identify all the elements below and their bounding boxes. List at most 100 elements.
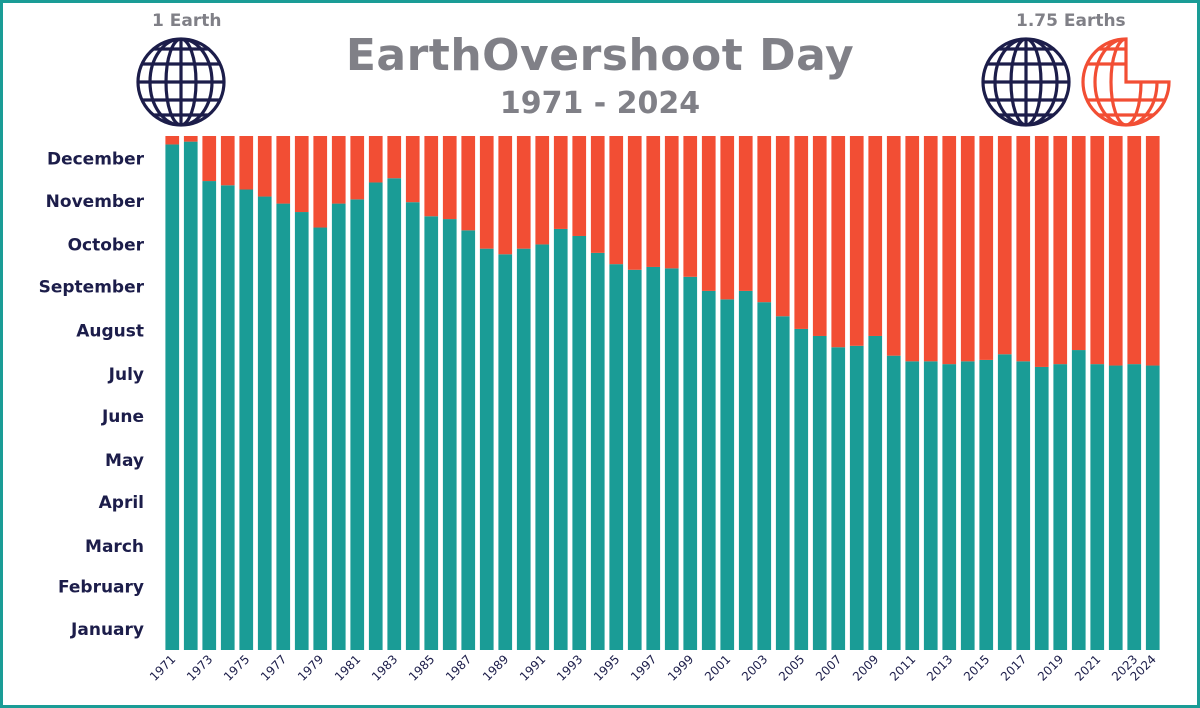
bar-days-in-overshoot-1999 — [683, 136, 698, 277]
bar-days-within-budget-1985 — [424, 216, 439, 650]
bar-days-in-overshoot-2015 — [979, 136, 994, 360]
month-label-november: November — [46, 192, 145, 212]
bar-days-within-budget-1986 — [442, 219, 457, 650]
bar-days-within-budget-2015 — [979, 359, 994, 650]
bar-days-in-overshoot-2000 — [701, 136, 716, 291]
bar-days-in-overshoot-2011 — [905, 136, 920, 362]
bar-days-within-budget-2007 — [831, 347, 846, 650]
bar-days-in-overshoot-1983 — [387, 136, 402, 179]
bar-days-in-overshoot-1997 — [646, 136, 661, 267]
month-label-july: July — [108, 365, 144, 385]
bar-days-within-budget-1991 — [535, 244, 550, 650]
year-label-1971: 1971 — [147, 652, 178, 683]
month-label-march: March — [85, 537, 144, 557]
bar-days-within-budget-1981 — [350, 199, 365, 650]
bar-days-in-overshoot-2022 — [1108, 136, 1123, 366]
bar-days-in-overshoot-1972 — [183, 136, 198, 142]
earths-caption: 1.75 Earths — [1016, 11, 1126, 31]
bar-days-within-budget-2017 — [1016, 361, 1031, 650]
year-label-1999: 1999 — [665, 652, 696, 683]
bar-days-within-budget-2009 — [868, 335, 883, 650]
chart-subtitle: 1971 - 2024 — [499, 86, 701, 121]
year-axis-labels: 1971 1973 1975 1977 1979 1981 1983 1985 1987 1989… — [147, 652, 1159, 683]
month-label-december: December — [47, 150, 145, 170]
bar-days-within-budget-2024 — [1145, 365, 1160, 650]
bar-days-in-overshoot-1987 — [461, 136, 476, 231]
year-label-1977: 1977 — [258, 652, 289, 683]
bar-days-in-overshoot-2019 — [1053, 136, 1068, 365]
bar-days-within-budget-1993 — [572, 235, 587, 651]
bar-days-in-overshoot-2024 — [1145, 136, 1160, 366]
year-label-1983: 1983 — [369, 652, 400, 683]
bar-days-within-budget-2001 — [720, 299, 735, 650]
bar-days-within-budget-1982 — [368, 182, 383, 650]
globe-icon — [981, 37, 1071, 127]
year-label-1995: 1995 — [591, 652, 622, 683]
bar-days-in-overshoot-1989 — [498, 136, 513, 255]
year-label-2009: 2009 — [850, 652, 881, 683]
bar-days-in-overshoot-1975 — [239, 136, 254, 190]
month-label-september: September — [39, 278, 145, 298]
bar-days-in-overshoot-1990 — [516, 136, 531, 249]
bar-days-in-overshoot-2004 — [775, 136, 790, 317]
month-label-february: February — [58, 578, 144, 598]
bar-days-in-overshoot-1974 — [220, 136, 235, 186]
year-label-2001: 2001 — [702, 652, 733, 683]
bar-days-in-overshoot-1978 — [294, 136, 309, 213]
year-label-1997: 1997 — [628, 652, 659, 683]
bar-days-in-overshoot-1988 — [479, 136, 494, 249]
globe-icon — [136, 37, 226, 127]
bar-days-in-overshoot-2021 — [1090, 136, 1105, 365]
month-label-january: January — [70, 620, 144, 640]
bar-days-in-overshoot-2013 — [942, 136, 957, 365]
bar-days-in-overshoot-1996 — [627, 136, 642, 270]
month-label-october: October — [68, 235, 145, 255]
bar-days-in-overshoot-1984 — [405, 136, 420, 203]
bar-days-in-overshoot-1992 — [553, 136, 568, 229]
bar-days-in-overshoot-2012 — [923, 136, 938, 362]
year-label-2005: 2005 — [776, 652, 807, 683]
year-label-2013: 2013 — [924, 652, 955, 683]
bar-days-within-budget-2005 — [794, 328, 809, 650]
bar-days-in-overshoot-2010 — [886, 136, 901, 356]
month-label-august: August — [76, 321, 144, 341]
year-label-2015: 2015 — [961, 652, 992, 683]
bar-days-in-overshoot-2023 — [1127, 136, 1142, 365]
bar-days-in-overshoot-1994 — [590, 136, 605, 253]
month-axis-labels: January February March April May June July Augu… — [39, 150, 145, 640]
year-label-2019: 2019 — [1035, 652, 1066, 683]
year-label-1987: 1987 — [443, 652, 474, 683]
bar-days-in-overshoot-2020 — [1071, 136, 1086, 351]
bar-days-in-overshoot-1985 — [424, 136, 439, 217]
bar-days-within-budget-1989 — [498, 254, 513, 651]
chart-title: EarthOvershoot Day — [345, 30, 855, 81]
year-label-1973: 1973 — [184, 652, 215, 683]
bar-days-within-budget-1998 — [664, 268, 679, 650]
bar-days-in-overshoot-2002 — [738, 136, 753, 291]
year-label-2011: 2011 — [887, 652, 918, 683]
bar-days-in-overshoot-2005 — [794, 136, 809, 329]
bar-days-in-overshoot-1998 — [664, 136, 679, 269]
year-label-2017: 2017 — [998, 652, 1029, 683]
bar-days-in-overshoot-2016 — [997, 136, 1012, 355]
bar-days-in-overshoot-2017 — [1016, 136, 1031, 362]
bar-days-in-overshoot-1980 — [331, 136, 346, 204]
bar-days-within-budget-2004 — [775, 316, 790, 650]
bars-group — [165, 136, 1160, 651]
bar-days-in-overshoot-2014 — [960, 136, 975, 362]
bar-days-in-overshoot-2018 — [1034, 136, 1049, 367]
year-label-1975: 1975 — [221, 652, 252, 683]
year-label-1981: 1981 — [332, 652, 363, 683]
one-earth-caption: 1 Earth — [152, 11, 222, 31]
bar-days-within-budget-1977 — [276, 203, 291, 650]
bar-days-within-budget-2023 — [1127, 364, 1142, 650]
bar-days-within-budget-1988 — [479, 248, 494, 650]
bar-days-within-budget-1992 — [553, 228, 568, 650]
year-label-1989: 1989 — [480, 652, 511, 683]
bar-days-within-budget-1995 — [609, 264, 624, 650]
bar-days-within-budget-1999 — [683, 276, 698, 650]
bar-days-within-budget-1978 — [294, 212, 309, 651]
bar-days-in-overshoot-1976 — [257, 136, 272, 197]
bar-days-within-budget-1979 — [313, 227, 328, 650]
